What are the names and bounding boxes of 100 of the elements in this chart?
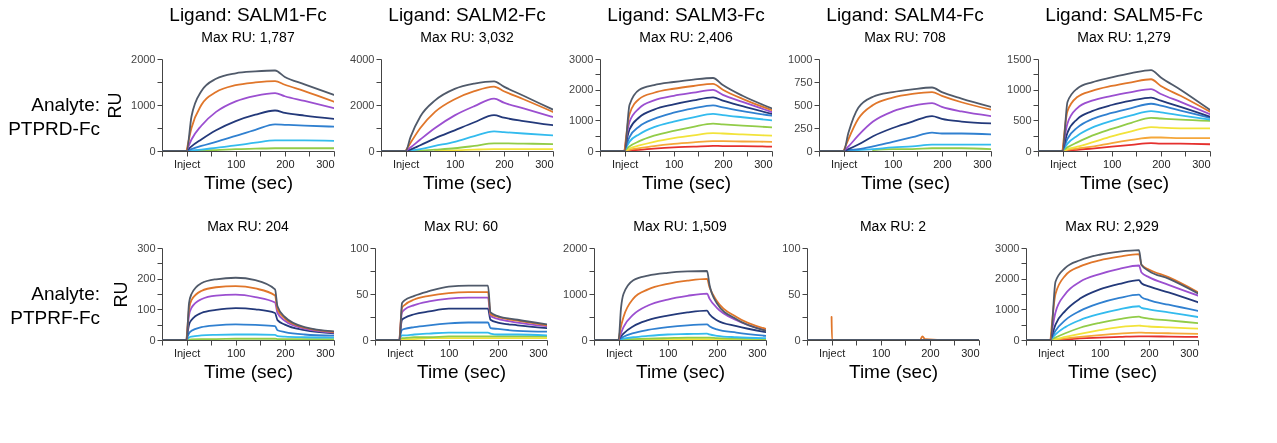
y-tick-label: 0 [1013, 333, 1020, 346]
x-tick-label: Inject [173, 157, 201, 170]
x-axis-title: Time (sec) [203, 171, 294, 193]
x-tick-label: 100 [227, 157, 246, 170]
y-tick-label: 1500 [1007, 52, 1032, 65]
y-axis-title: RU [105, 92, 126, 119]
line-series [185, 80, 334, 151]
y-axis-title: RU [111, 281, 132, 308]
line-series [1049, 293, 1198, 340]
line-series [404, 85, 553, 151]
x-axis-title: Time (sec) [635, 360, 726, 382]
x-tick-label: 300 [316, 346, 335, 359]
line-series [185, 123, 334, 151]
y-tick-label: 50 [788, 287, 801, 300]
chart-title: Max RU: 2,929 [1065, 218, 1159, 234]
line-series [842, 115, 991, 151]
line-series [623, 122, 772, 151]
x-tick-label: 200 [1152, 157, 1171, 170]
chart-subtitle: Max RU: 1,787 [201, 29, 295, 45]
chart-subtitle: Max RU: 3,032 [420, 29, 514, 45]
chart-subtitle: Max RU: 708 [864, 29, 947, 45]
y-tick-label: 100 [350, 241, 369, 254]
y-tick-label: 300 [137, 241, 156, 254]
x-tick-label: Inject [1049, 157, 1077, 170]
x-tick-label: 100 [659, 346, 678, 359]
x-tick-label: Inject [818, 346, 846, 359]
y-tick-label: 2000 [563, 241, 588, 254]
x-tick-label: 100 [440, 346, 459, 359]
text: Analyte: PTPRF-Fc [10, 283, 100, 328]
line-series [1049, 305, 1198, 340]
x-axis-title: Time (sec) [422, 171, 513, 193]
line-series [842, 102, 991, 151]
y-tick-label: 0 [368, 144, 375, 157]
x-tick-label: 300 [316, 157, 335, 170]
x-tick-label: 100 [1091, 346, 1110, 359]
x-axis-title: Time (sec) [203, 360, 294, 382]
chart-title: Ligand: SALM4-Fc [826, 4, 984, 25]
y-tick-label: 2000 [131, 52, 156, 65]
y-tick-label: 0 [149, 333, 156, 346]
x-tick-label: 200 [489, 346, 508, 359]
y-tick-label: 4000 [350, 52, 375, 65]
x-tick-label: 300 [1192, 157, 1211, 170]
chart-subtitle: Max RU: 2,406 [639, 29, 733, 45]
x-axis-title: Time (sec) [1067, 360, 1158, 382]
line-series [185, 109, 334, 151]
y-tick-label: 0 [581, 333, 588, 346]
x-tick-label: 200 [276, 346, 295, 359]
x-tick-label: 200 [495, 157, 514, 170]
line-series [185, 92, 334, 151]
y-tick-label: 0 [149, 144, 156, 157]
y-tick-label: 1000 [1007, 83, 1032, 96]
chart-title: Max RU: 2 [859, 218, 927, 234]
y-tick-label: 3000 [569, 52, 594, 65]
x-tick-label: Inject [392, 157, 420, 170]
x-tick-label: 300 [535, 157, 554, 170]
line-series [1049, 315, 1198, 340]
y-tick-label: 1000 [569, 113, 594, 126]
chart-title: Ligand: SALM3-Fc [607, 4, 765, 25]
x-tick-label: 100 [884, 157, 903, 170]
chart-title: Ligand: SALM5-Fc [1045, 4, 1203, 25]
x-axis-title: Time (sec) [416, 360, 507, 382]
y-tick-label: 750 [794, 75, 813, 88]
x-tick-label: 200 [1140, 346, 1159, 359]
x-tick-label: 300 [1180, 346, 1199, 359]
y-tick-label: 0 [806, 144, 813, 157]
y-tick-label: 200 [137, 272, 156, 285]
x-tick-label: 200 [933, 157, 952, 170]
chart-title: Max RU: 60 [424, 218, 499, 234]
y-tick-label: 2000 [569, 83, 594, 96]
x-tick-label: 100 [665, 157, 684, 170]
x-tick-label: 300 [754, 157, 773, 170]
x-axis-title: Time (sec) [848, 360, 939, 382]
y-tick-label: 100 [782, 241, 801, 254]
x-tick-label: Inject [830, 157, 858, 170]
chart-title: Ligand: SALM2-Fc [388, 4, 546, 25]
x-tick-label: 300 [529, 346, 548, 359]
y-tick-label: 50 [356, 287, 369, 300]
line-series [623, 112, 772, 151]
line-series [1049, 279, 1198, 340]
y-tick-label: 500 [794, 98, 813, 111]
x-axis-title: Time (sec) [1079, 171, 1170, 193]
x-tick-label: 300 [748, 346, 767, 359]
y-tick-label: 2000 [995, 272, 1020, 285]
x-tick-label: Inject [173, 346, 201, 359]
y-tick-label: 1000 [563, 287, 588, 300]
x-tick-label: 300 [973, 157, 992, 170]
y-tick-label: 0 [794, 333, 801, 346]
line-series [842, 91, 991, 151]
y-tick-label: 1000 [131, 98, 156, 111]
x-tick-label: 200 [714, 157, 733, 170]
y-tick-label: 0 [587, 144, 594, 157]
x-tick-label: 100 [446, 157, 465, 170]
x-axis-title: Time (sec) [641, 171, 732, 193]
x-tick-label: Inject [1037, 346, 1065, 359]
x-tick-label: 200 [921, 346, 940, 359]
chart-title: Max RU: 204 [207, 218, 290, 234]
x-tick-label: Inject [386, 346, 414, 359]
line-series [404, 97, 553, 151]
chart-title: Ligand: SALM1-Fc [169, 4, 327, 25]
line-series [617, 309, 766, 340]
